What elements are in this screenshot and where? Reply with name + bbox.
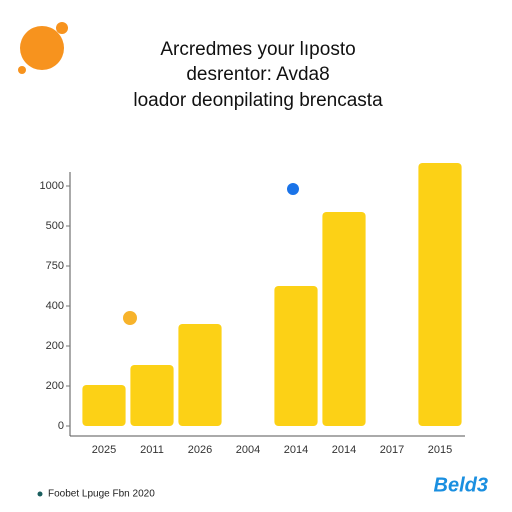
logo-dot (18, 66, 26, 74)
x-tick-label: 2004 (236, 444, 260, 456)
y-tick-label: 750 (46, 260, 64, 272)
logo (20, 26, 64, 70)
x-tick-label: 2026 (188, 444, 212, 456)
y-tick-label: 200 (46, 340, 64, 352)
x-tick-label: 2014 (332, 444, 356, 456)
brand: Beld3 (434, 474, 488, 496)
chart-title: loador deonpilating brencasta (133, 90, 383, 111)
bar (418, 163, 462, 426)
x-tick-label: 2011 (140, 444, 164, 456)
legend-text: Foobet Lpuge Fbn 2020 (48, 489, 155, 500)
x-tick-label: 2025 (92, 444, 116, 456)
marker (123, 311, 137, 325)
x-tick-label: 2014 (284, 444, 308, 456)
chart-title: Arcredmes your lıposto (160, 39, 355, 60)
marker (287, 183, 299, 195)
chart-title: desrentor: Avda8 (186, 64, 329, 85)
y-tick-label: 500 (46, 220, 64, 232)
y-tick-label: 200 (46, 380, 64, 392)
bar (130, 365, 174, 426)
legend-dot (37, 491, 43, 497)
x-tick-label: 2017 (380, 444, 404, 456)
y-tick-label: 0 (58, 420, 64, 432)
y-tick-label: 400 (46, 300, 64, 312)
bar (178, 324, 222, 426)
x-tick-label: 2015 (428, 444, 452, 456)
y-tick-label: 1000 (40, 180, 64, 192)
bar (274, 286, 318, 426)
bar (82, 385, 126, 426)
logo-dot (56, 22, 68, 34)
bar (322, 212, 366, 426)
